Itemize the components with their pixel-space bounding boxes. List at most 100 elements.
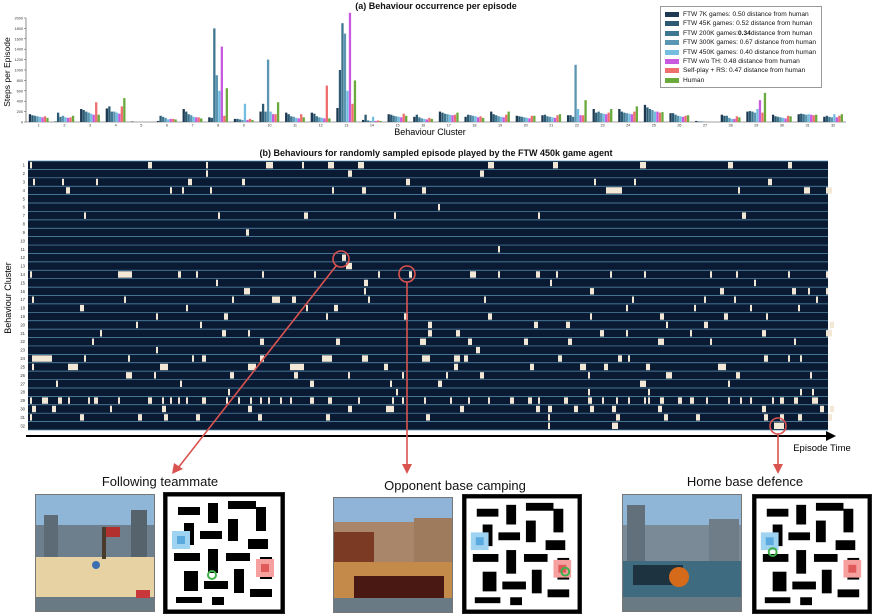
behaviour-event	[556, 271, 558, 278]
legend-swatch	[665, 77, 679, 83]
behaviour-event	[302, 162, 304, 169]
bar	[369, 120, 372, 122]
timeline-row-label: 1	[23, 163, 26, 168]
legend-swatch	[665, 68, 679, 74]
bar	[610, 109, 613, 122]
timeline-row-label: 19	[20, 314, 25, 319]
behaviour-event	[30, 162, 32, 169]
behaviour-event	[180, 380, 182, 387]
behaviour-event	[690, 397, 694, 404]
bar	[835, 117, 838, 122]
bar	[413, 116, 416, 122]
bar	[807, 114, 810, 122]
behaviour-event	[728, 162, 733, 169]
legend-swatch	[665, 49, 679, 55]
behaviour-event	[92, 338, 94, 345]
legend-item: FTW 200K games: 0.34 distance from human	[665, 30, 812, 37]
behaviour-event	[178, 271, 181, 278]
maze-wall	[208, 503, 218, 523]
behaviour-event	[30, 271, 32, 278]
behaviour-event	[628, 397, 630, 404]
behaviour-event	[704, 296, 706, 303]
behaviour-event	[164, 414, 168, 421]
bar	[374, 120, 377, 122]
behaviour-event	[660, 313, 664, 320]
behaviour-event	[248, 405, 252, 413]
timeline-row-label: 25	[20, 364, 25, 369]
behaviour-event	[780, 397, 784, 404]
bar	[656, 111, 659, 122]
x-tick-label: 28	[729, 124, 733, 128]
behaviour-event	[246, 229, 249, 236]
bar	[546, 116, 549, 122]
behaviour-event	[558, 355, 562, 362]
behaviour-event	[170, 187, 172, 194]
maze-wall	[482, 571, 497, 592]
bar	[292, 116, 295, 122]
bar	[351, 103, 354, 122]
bar	[700, 121, 703, 122]
x-tick-label: 17	[447, 124, 451, 128]
legend-label: Self-play + RS: 0.47 distance from human	[683, 67, 806, 75]
behaviour-event	[238, 397, 240, 404]
maze-wall	[762, 554, 789, 562]
bar	[595, 112, 598, 122]
caption-opponent-base-camping: Opponent base camping	[384, 478, 526, 493]
behaviour-event	[534, 321, 538, 329]
timeline-row-label: 16	[20, 289, 25, 294]
behaviour-event	[322, 355, 332, 362]
behaviour-event	[268, 397, 270, 404]
bar	[166, 119, 170, 122]
behaviour-event	[646, 363, 650, 371]
bar	[497, 116, 500, 122]
bar	[33, 115, 37, 122]
bar	[236, 118, 239, 122]
behaviour-event	[384, 363, 388, 371]
maze-wall	[800, 597, 812, 606]
bar	[161, 116, 165, 122]
bar	[108, 106, 111, 122]
bar	[720, 114, 723, 122]
bar	[90, 113, 93, 122]
bar-chart-bars	[28, 12, 843, 123]
behaviour-event	[658, 405, 662, 413]
timeline-row-label: 24	[20, 356, 25, 361]
bar	[630, 114, 633, 122]
behaviour-event	[774, 422, 784, 429]
behaviour-event	[826, 271, 828, 278]
y-tick-label: 1200	[15, 58, 23, 62]
bar	[446, 114, 449, 122]
bar	[348, 12, 352, 122]
timeline-row-label: 12	[20, 255, 25, 260]
behaviour-event	[820, 405, 824, 413]
bar	[300, 114, 303, 122]
timeline-row-label: 5	[23, 196, 26, 201]
behaviour-event	[830, 321, 834, 329]
timeline-row-label: 6	[23, 205, 26, 210]
behaviour-event	[260, 338, 264, 345]
y-tick-label: 200	[17, 110, 23, 114]
behaviour-event	[710, 338, 712, 345]
maze-wall	[228, 501, 256, 509]
timeline-row-label: 10	[20, 238, 25, 243]
bar	[579, 115, 582, 122]
behaviour-event	[604, 363, 608, 371]
bar	[751, 111, 754, 122]
behaviour-event	[156, 346, 158, 354]
behaviour-event	[314, 271, 316, 278]
bar	[774, 116, 777, 122]
x-tick-label: 6	[166, 124, 168, 128]
behaviour-event	[30, 397, 32, 404]
behaviour-event	[310, 380, 314, 387]
bar	[428, 117, 431, 122]
bar	[730, 118, 733, 122]
x-tick-label: 30	[780, 124, 784, 128]
behaviour-event	[484, 296, 486, 303]
game-view-following-teammate	[35, 494, 155, 612]
bar	[576, 109, 580, 122]
behaviour-event	[450, 397, 452, 404]
map-following-teammate	[163, 492, 285, 614]
legend-swatch	[665, 21, 679, 27]
maze-wall	[250, 589, 272, 597]
bar	[310, 112, 313, 122]
